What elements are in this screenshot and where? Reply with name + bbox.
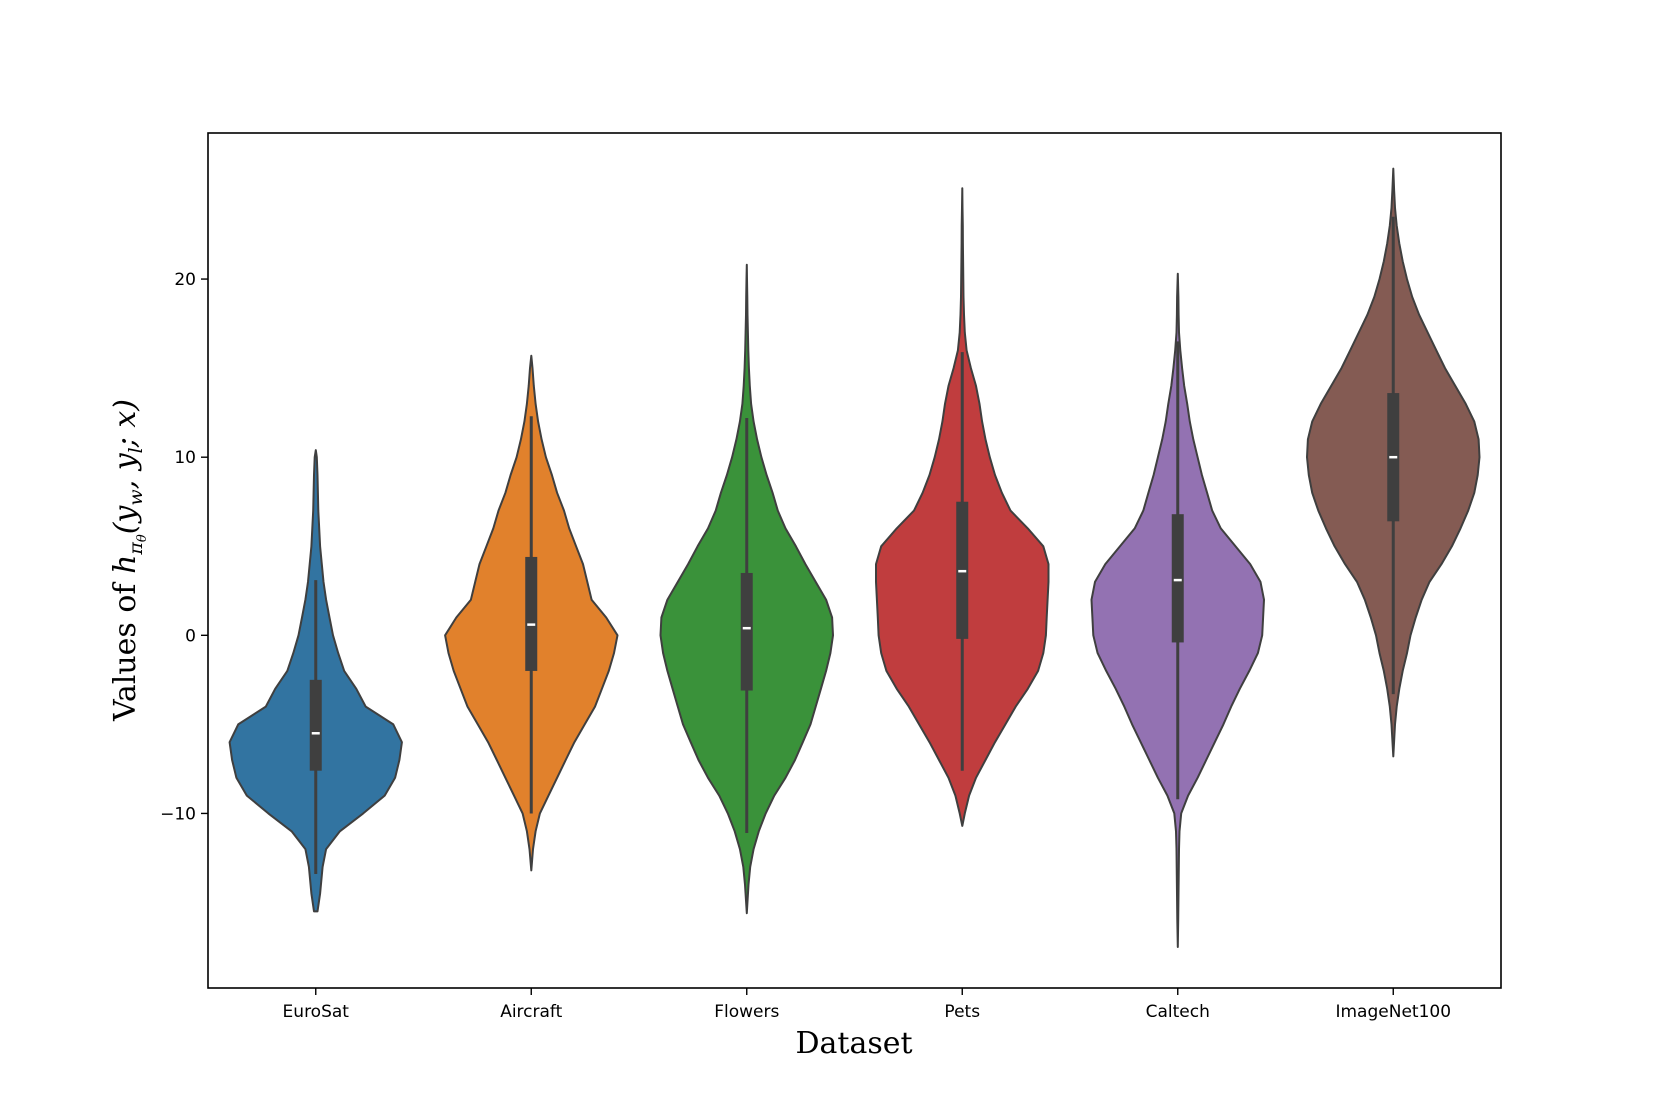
y-axis-title-arg1-sub: w: [125, 489, 147, 505]
y-tick-label-1: 0: [185, 626, 196, 646]
y-tick-label-0: −10: [160, 804, 196, 824]
y-axis-title-func-sub: π: [125, 542, 147, 556]
iqr-box-flowers: [740, 572, 753, 691]
y-axis-title-tail: ; x): [108, 399, 143, 448]
iqr-box-eurosat: [309, 679, 322, 771]
x-tick-label-aircraft: Aircraft: [500, 1002, 562, 1022]
y-axis-title-arg2-sub: l: [125, 447, 147, 453]
x-tick-label-flowers: Flowers: [714, 1002, 779, 1022]
x-tick-label-eurosat: EuroSat: [283, 1002, 350, 1022]
y-axis-title-func-subsub: θ: [135, 534, 150, 542]
x-tick-label-caltech: Caltech: [1146, 1002, 1210, 1022]
y-axis-title-func: h: [108, 555, 143, 574]
x-tick-label-imagenet100: ImageNet100: [1335, 1002, 1451, 1022]
y-axis-title: Values of hπθ(yw, yl; x): [108, 399, 150, 722]
y-tick-label-2: 10: [174, 448, 196, 468]
y-axis: −10 0 10 20: [160, 270, 208, 824]
violin-group: [228, 167, 1481, 948]
y-axis-title-mid: , y: [108, 452, 143, 489]
x-tick-label-pets: Pets: [944, 1002, 980, 1022]
box-group: [309, 216, 1400, 874]
iqr-box-aircraft: [525, 556, 538, 671]
y-tick-label-3: 20: [174, 270, 196, 290]
x-axis-title: Dataset: [795, 1026, 912, 1061]
y-axis-title-args: (y: [108, 505, 143, 535]
y-axis-title-prefix: Values of: [108, 574, 143, 722]
x-axis: EuroSat Aircraft Flowers Pets Caltech ImageNe…: [283, 988, 1451, 1022]
iqr-box-caltech: [1171, 514, 1184, 643]
plot-frame: [207, 132, 1502, 989]
